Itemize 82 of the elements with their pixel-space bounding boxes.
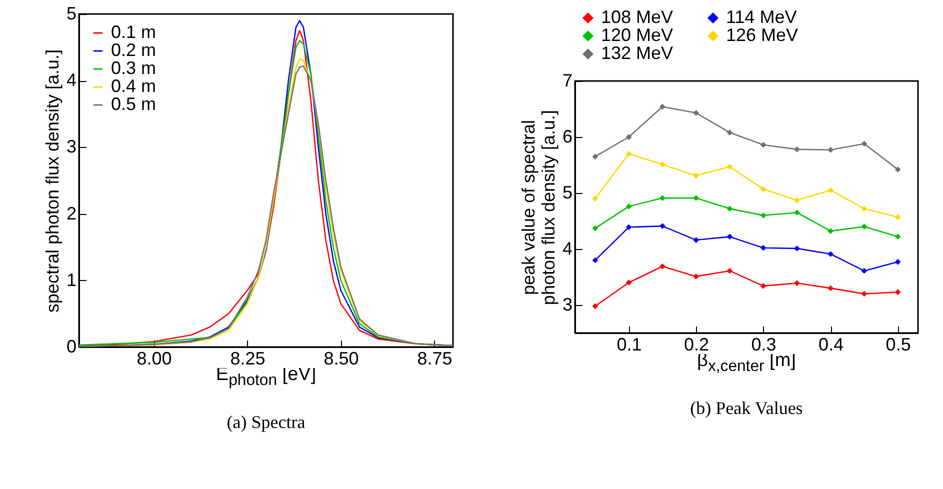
- legend-label: 0.5 m: [111, 94, 156, 114]
- point: [794, 197, 800, 204]
- point: [726, 234, 733, 240]
- point: [592, 225, 598, 232]
- x-tick-label: 0.5: [886, 334, 911, 354]
- point: [726, 164, 733, 170]
- point: [626, 280, 632, 286]
- point: [828, 285, 834, 292]
- x-tick-label: 8.00: [136, 348, 172, 368]
- point: [894, 289, 901, 296]
- point: [861, 224, 868, 230]
- point: [828, 251, 834, 257]
- x-tick-label: 0.4: [818, 334, 844, 354]
- y-axis-title: spectral photon flux density [a.u.]: [42, 49, 62, 313]
- point: [693, 172, 700, 179]
- y-tick-label: 4: [562, 238, 572, 258]
- legend-label: 0.2 m: [111, 40, 156, 60]
- y-tick-label: 2: [66, 203, 76, 224]
- point: [894, 214, 901, 220]
- point: [626, 203, 632, 210]
- point: [626, 134, 632, 140]
- text: (b) Peak Values: [689, 398, 804, 419]
- text: (a) Spectra: [226, 412, 306, 433]
- y-tick-label: 0: [66, 336, 76, 356]
- point: [894, 258, 901, 265]
- y-tick-label: 7: [562, 70, 572, 90]
- x-tick-label: 8.50: [324, 348, 359, 368]
- point: [760, 212, 766, 218]
- point: [693, 110, 700, 116]
- legend-label: 0.1 m: [111, 22, 156, 42]
- legend-label: 126 MeV: [726, 25, 798, 45]
- point: [794, 280, 800, 286]
- y-tick-label: 3: [562, 294, 572, 314]
- y-axis-title: peak value of spectral photon flux density [a.u.]: [518, 110, 558, 306]
- point: [861, 206, 868, 212]
- y-tick-label: 6: [562, 126, 572, 146]
- point: [592, 303, 598, 310]
- point: [828, 187, 834, 194]
- point: [626, 150, 632, 157]
- point: [760, 244, 766, 251]
- legend-label: 132 MeV: [601, 43, 674, 63]
- x-tick-label: 0.1: [616, 334, 642, 354]
- point: [861, 290, 868, 297]
- x-tick-label: 8.75: [417, 348, 452, 368]
- point: [592, 196, 598, 202]
- x-tick-label: 8.25: [230, 348, 266, 368]
- y-tick-label: 3: [66, 136, 76, 157]
- point: [760, 283, 766, 289]
- legend-label: 0.4 m: [111, 76, 156, 96]
- point: [861, 268, 868, 274]
- point: [693, 195, 700, 201]
- y-tick-label: 5: [66, 4, 76, 24]
- point: [861, 140, 868, 147]
- point: [693, 237, 700, 243]
- legend-label: 114 MeV: [726, 7, 797, 27]
- point: [592, 154, 598, 160]
- legend-label: 108 MeV: [601, 7, 674, 27]
- point: [693, 273, 700, 280]
- y-tick-label: 5: [562, 182, 572, 202]
- point: [659, 104, 666, 110]
- point: [794, 146, 800, 152]
- point: [828, 228, 834, 234]
- point: [794, 210, 800, 216]
- legend-label: 0.3 m: [111, 58, 156, 78]
- y-tick-label: 1: [66, 270, 76, 290]
- x-tick-label: 0.3: [751, 334, 776, 354]
- point: [726, 206, 733, 212]
- point: [894, 234, 901, 240]
- point: [760, 142, 766, 148]
- point: [626, 224, 632, 230]
- point: [726, 268, 733, 274]
- point: [828, 146, 834, 153]
- y-tick-label: 4: [66, 70, 76, 90]
- x-tick-label: 0.2: [684, 334, 710, 354]
- point: [760, 186, 766, 192]
- point: [659, 263, 666, 270]
- point: [592, 257, 598, 264]
- point: [894, 166, 901, 172]
- point: [726, 130, 733, 136]
- legend-label: 120 MeV: [601, 25, 674, 45]
- point: [659, 195, 666, 201]
- point: [659, 161, 666, 168]
